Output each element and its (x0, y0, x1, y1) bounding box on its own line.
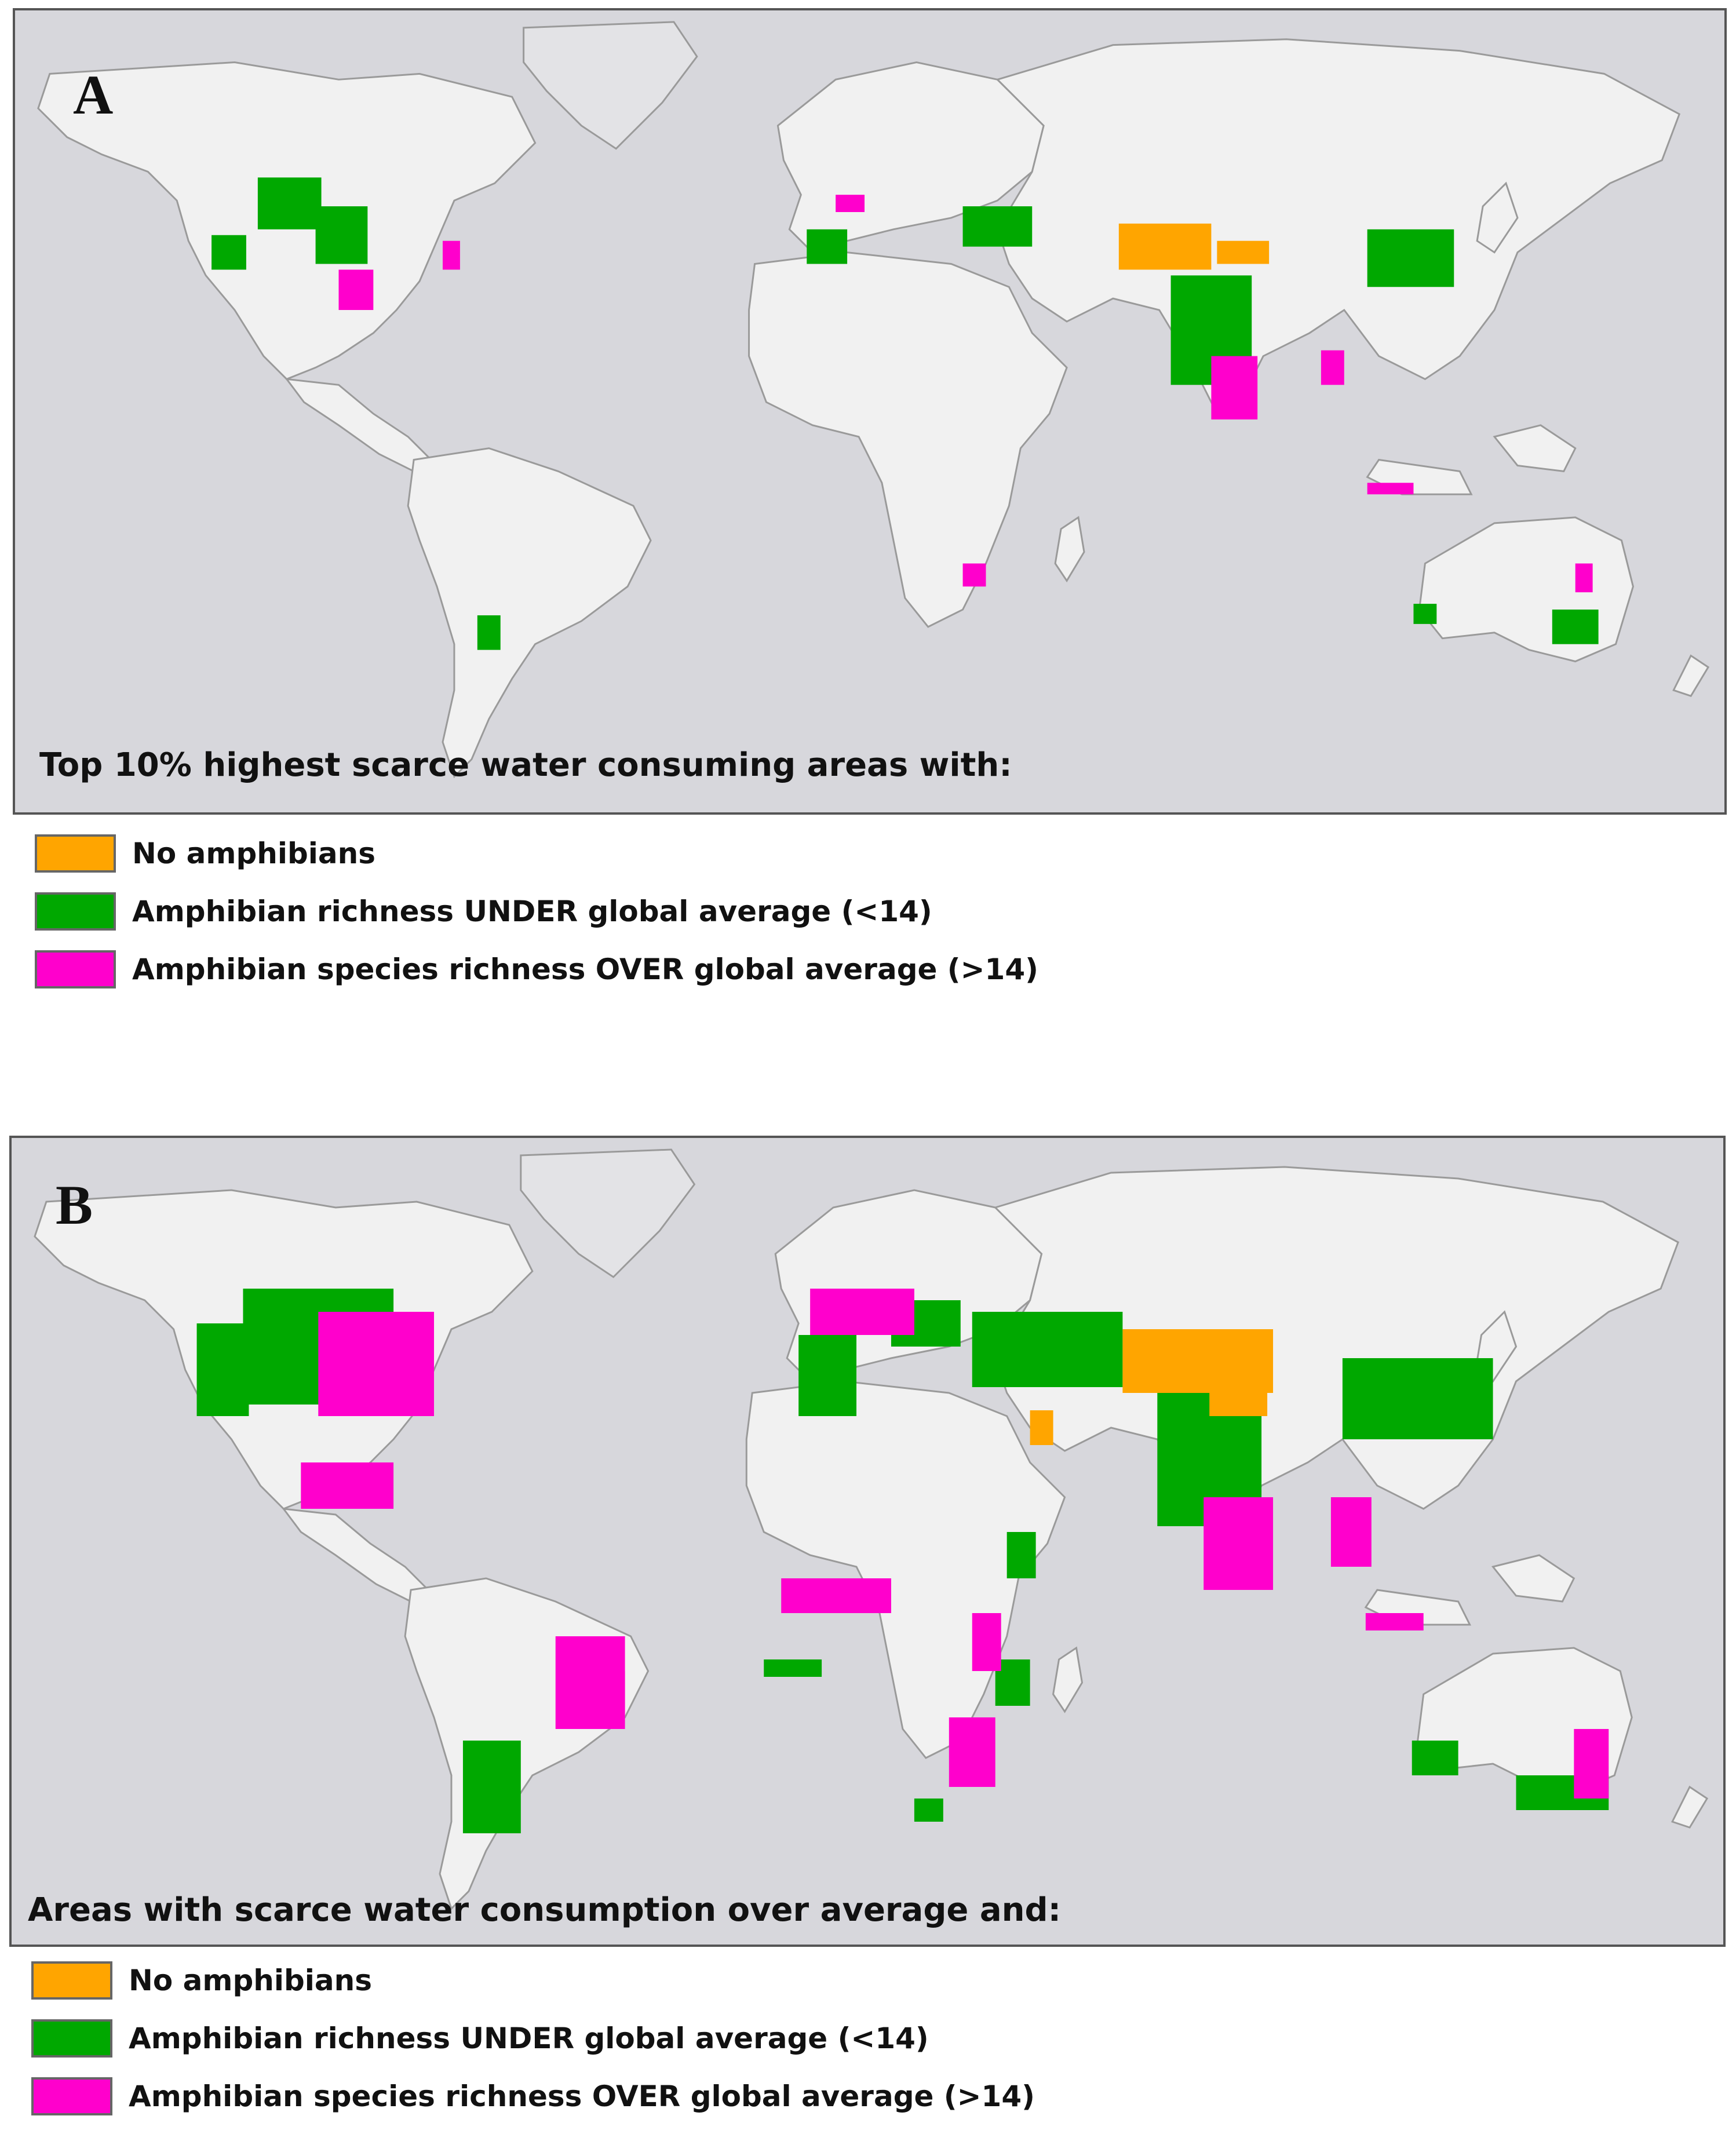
map-panel-b: B Areas with scarce water consumption ov… (9, 1136, 1726, 1947)
legend-label: Amphibian species richness OVER global a… (129, 2080, 1035, 2113)
legend-label: No amphibians (132, 837, 375, 870)
legend-label: Amphibian richness UNDER global average … (132, 895, 932, 928)
panel-caption-b: Areas with scarce water consumption over… (28, 1891, 1062, 1929)
world-map-b (12, 1138, 1723, 1945)
panel-label-a: A (73, 64, 114, 126)
legend-swatch-green (31, 2019, 112, 2058)
legend-swatch-magenta (31, 2077, 112, 2115)
highlights-over-a (338, 195, 1593, 593)
legend-swatch-magenta (35, 950, 116, 988)
legend-swatch-orange (31, 1961, 112, 2000)
legend-swatch-orange (35, 834, 116, 873)
legend-label: No amphibians (129, 1964, 372, 1997)
world-map-a (15, 10, 1724, 812)
highlights-over-b (301, 1289, 1609, 1799)
highlights-none-b (1030, 1329, 1274, 1445)
legend-swatch-green (35, 892, 116, 931)
highlights-none-a (1118, 223, 1270, 270)
panel-caption-a: Top 10% highest scarce water consuming a… (39, 746, 1012, 784)
highlights-under-a (211, 177, 1599, 650)
legend-label: Amphibian richness UNDER global average … (129, 2022, 929, 2055)
panel-label-b: B (56, 1174, 93, 1236)
map-panel-a: A Top 10% highest scarce water consuming… (13, 8, 1727, 815)
legend-label: Amphibian species richness OVER global a… (132, 953, 1038, 986)
